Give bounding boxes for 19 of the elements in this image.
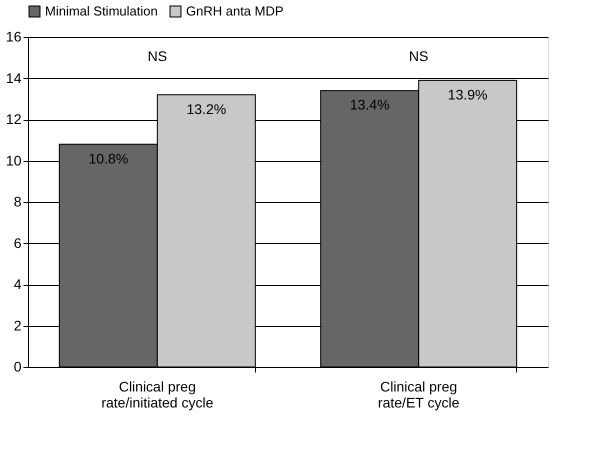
annotation: NS — [148, 48, 168, 64]
data-label: 13.2% — [186, 100, 226, 117]
y-tick-label: 2 — [14, 317, 22, 334]
y-tick-label: 16 — [6, 28, 22, 44]
data-label: 10.8% — [88, 150, 128, 166]
data-label: 13.9% — [448, 86, 488, 102]
y-tick-label: 6 — [14, 234, 22, 251]
x-tick-label: Clinical preg rate/ET cycle — [378, 378, 460, 410]
y-tick-label: 0 — [14, 358, 22, 374]
x-tick-label: Clinical preg rate/initiated cycle — [101, 378, 214, 410]
y-tick-label: 8 — [14, 194, 22, 210]
y-tick-label: 12 — [6, 111, 22, 127]
y-tick-label: 10 — [6, 152, 22, 168]
y-tick-label: 14 — [6, 70, 22, 86]
legend-label: GnRH anta MDP — [186, 4, 284, 19]
y-tick-label: 4 — [14, 276, 22, 292]
annotation: NS — [408, 48, 428, 64]
legend-label: Minimal Stimulation — [45, 4, 158, 19]
data-label: 13.4% — [350, 96, 390, 113]
